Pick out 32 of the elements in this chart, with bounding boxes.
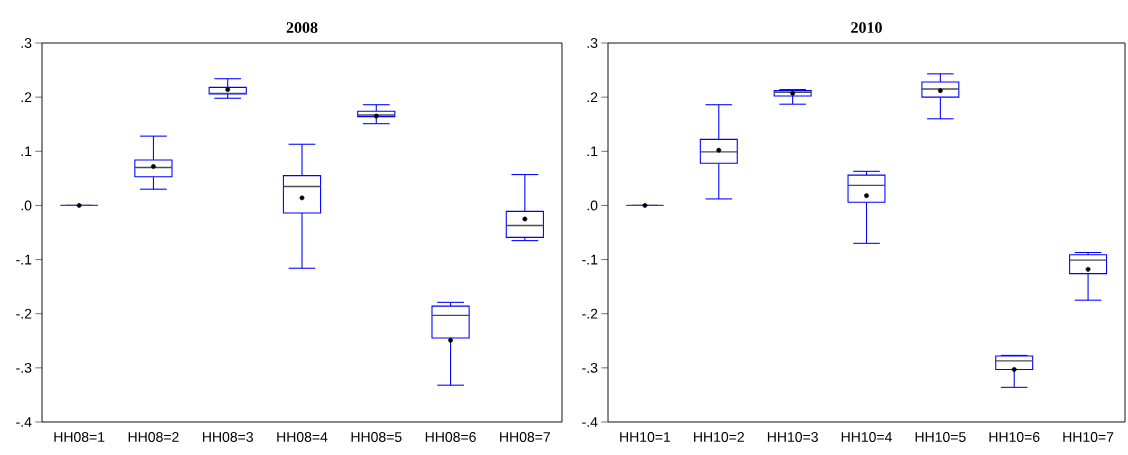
x-tick-label: HH08=3 (202, 432, 253, 442)
y-tick-label: .2 (21, 92, 32, 103)
y-tick-label: .0 (587, 200, 598, 211)
y-tick-label: -.3 (582, 362, 598, 373)
y-tick-label: -.3 (16, 362, 32, 373)
y-tick-label: -.1 (16, 254, 32, 265)
y-tick-label: -.2 (582, 308, 598, 319)
x-tick-label: HH10=5 (915, 432, 966, 442)
y-tick-label: .0 (21, 200, 32, 211)
y-tick-label: -.1 (582, 254, 598, 265)
chart-title: 2008 (286, 22, 318, 33)
y-tick-label: .2 (587, 92, 598, 103)
y-tick-label: -.4 (16, 417, 32, 427)
x-tick-label: HH08=5 (351, 432, 402, 442)
x-tick-label: HH08=6 (425, 432, 476, 442)
y-tick-label: .1 (21, 146, 32, 157)
y-tick-label: .3 (21, 38, 32, 48)
x-tick-label: HH10=6 (989, 432, 1040, 442)
x-tick-label: HH10=1 (620, 432, 671, 442)
x-tick-label: HH08=4 (277, 432, 328, 442)
x-tick-label: HH08=7 (500, 432, 550, 442)
y-tick-label: -.2 (16, 308, 32, 319)
x-tick-label: HH08=2 (128, 432, 179, 442)
x-tick-label: HH10=4 (841, 432, 892, 442)
x-tick-label: HH10=7 (1063, 432, 1114, 442)
x-tick-label: HH10=3 (767, 432, 818, 442)
y-tick-label: .3 (587, 38, 598, 48)
x-tick-label: HH10=2 (694, 432, 744, 442)
x-tick-label: HH08=1 (54, 432, 105, 442)
chart-title: 2010 (851, 22, 882, 33)
y-tick-label: -.4 (582, 417, 598, 427)
y-tick-label: .1 (587, 146, 598, 157)
